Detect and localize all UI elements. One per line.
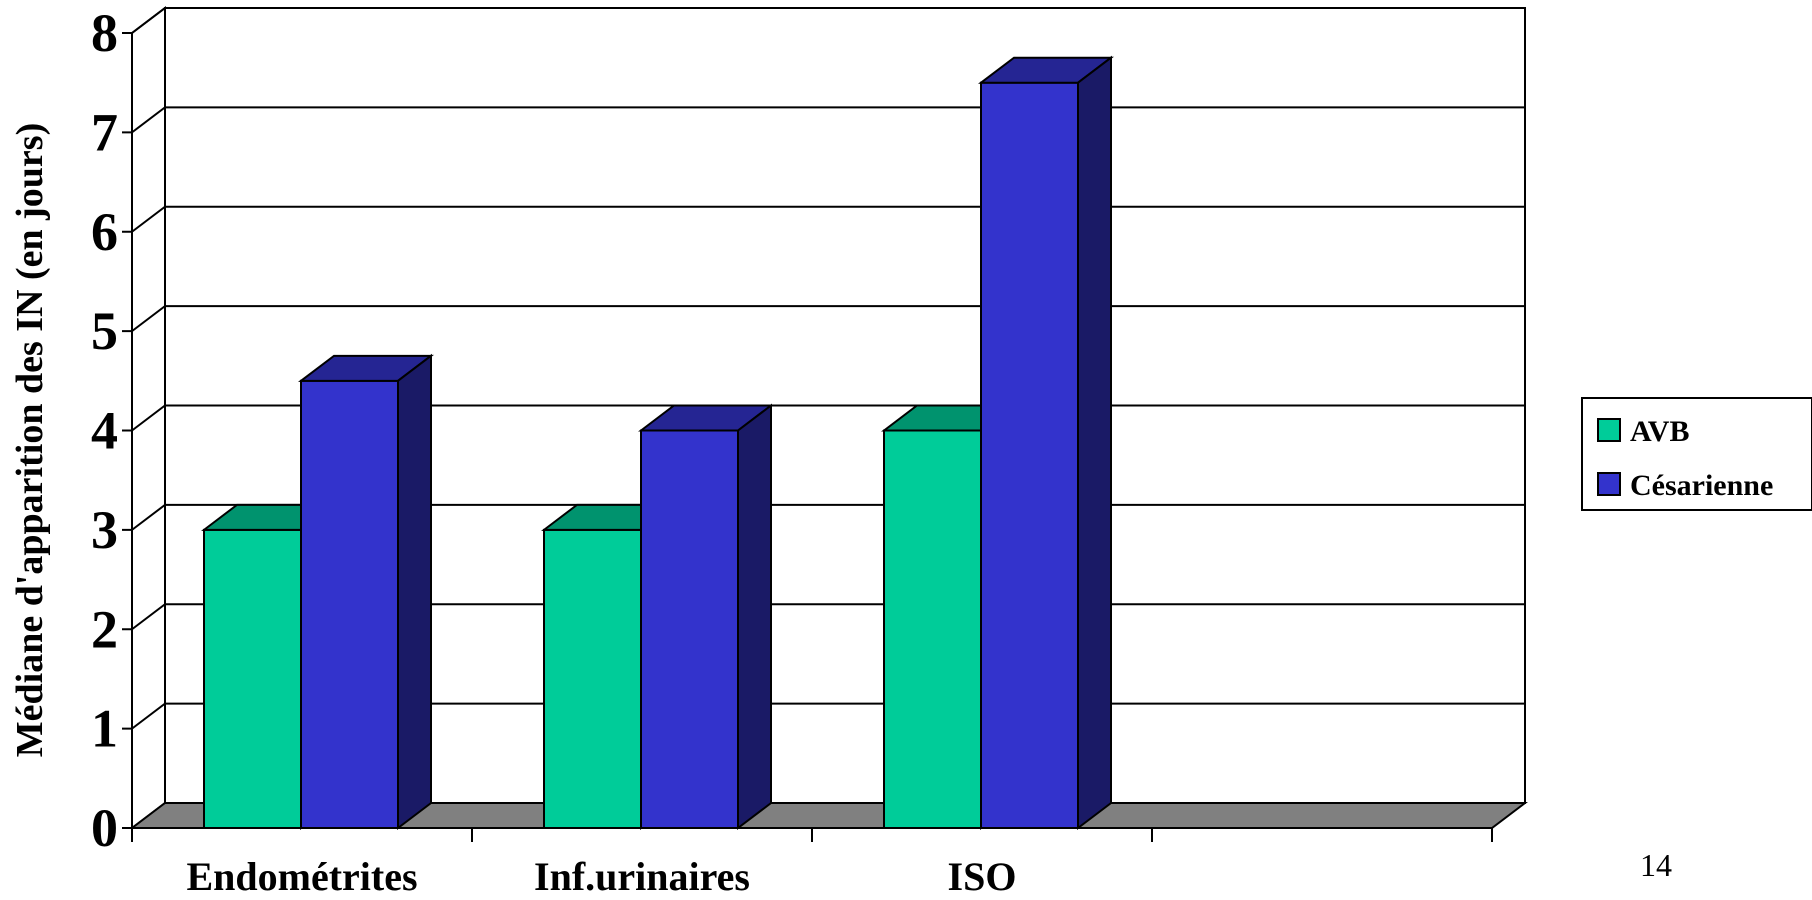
bars (201, 55, 1114, 831)
x-tick-label: Endométrites (186, 854, 417, 899)
page-number: 14 (1640, 847, 1672, 883)
y-tick-label: 2 (91, 599, 118, 659)
bar-side (397, 353, 432, 831)
legend-swatch (1597, 472, 1621, 496)
bar-front (883, 429, 982, 829)
x-tick-labels: Endométrites Inf.urinaires ISO (186, 854, 1016, 899)
y-tick-label: 4 (91, 401, 118, 461)
y-tick-labels: 0 1 2 3 4 5 6 7 8 (91, 3, 118, 858)
bar (638, 403, 774, 831)
bar-side (1077, 55, 1112, 831)
legend-label: Césarienne (1630, 469, 1773, 502)
x-tick-label: Inf.urinaires (534, 854, 750, 899)
gridline (131, 7, 1525, 34)
y-tick-label: 8 (91, 3, 118, 63)
bar-front (300, 379, 399, 829)
y-tick-label: 6 (91, 202, 118, 262)
legend-label: AVB (1630, 415, 1689, 448)
bar (298, 353, 434, 831)
bar (978, 55, 1114, 831)
y-tick-label: 0 (91, 798, 118, 858)
bar-front (640, 429, 739, 829)
y-tick-label: 1 (91, 699, 118, 759)
y-axis-label: Médiane d'apparition des IN (en jours) (9, 123, 51, 757)
legend: AVB Césarienne (1581, 397, 1812, 511)
x-tick-label: ISO (948, 854, 1017, 899)
y-tick-label: 3 (91, 500, 118, 560)
bar-front (203, 528, 302, 829)
y-tick-label: 5 (91, 301, 118, 361)
y-tick-label: 7 (91, 102, 118, 162)
bar-front (980, 81, 1079, 829)
bar-front (543, 528, 642, 829)
bar-side (737, 403, 772, 831)
legend-swatch (1597, 418, 1621, 442)
